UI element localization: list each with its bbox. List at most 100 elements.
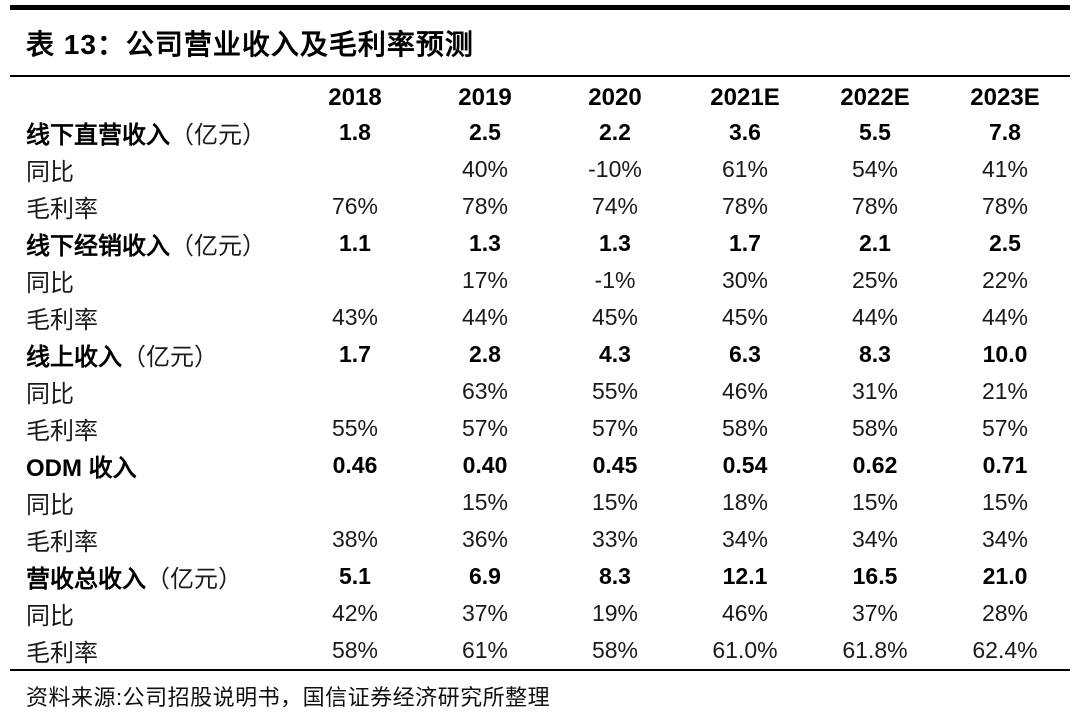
row-label-cell: 毛利率 bbox=[10, 521, 290, 558]
top-rule bbox=[10, 5, 1070, 10]
value-cell: 25% bbox=[851, 267, 899, 293]
row-label-unit: （亿元） bbox=[170, 233, 266, 260]
value-cell: 44% bbox=[851, 304, 899, 330]
row-label-cell: 同比 bbox=[10, 484, 290, 521]
value-cell: 10.0 bbox=[982, 341, 1028, 367]
row-label-cell: 毛利率 bbox=[10, 632, 290, 669]
footer-rule bbox=[10, 669, 1070, 671]
value-cell: 58% bbox=[851, 415, 899, 441]
value-cell: 2.1 bbox=[859, 230, 891, 256]
table-row: 同比 40% -10% 61% 54% 41% bbox=[10, 151, 1070, 188]
header-year-2021e: 2021E bbox=[710, 83, 780, 111]
value-cell: 78% bbox=[721, 193, 769, 219]
value-cell: 2.5 bbox=[469, 119, 501, 145]
value-cell: 58% bbox=[721, 415, 769, 441]
value-cell: 54% bbox=[851, 156, 899, 182]
value-cell: 5.1 bbox=[339, 563, 371, 589]
header-rule bbox=[10, 75, 1070, 77]
value-cell: 6.3 bbox=[729, 341, 761, 367]
header-empty-cell bbox=[10, 77, 290, 114]
value-cell: 8.3 bbox=[859, 341, 891, 367]
row-label: 毛利率 bbox=[26, 307, 98, 334]
row-label-unit: （亿元） bbox=[122, 344, 218, 371]
value-cell: 5.5 bbox=[859, 119, 891, 145]
value-cell: 41% bbox=[981, 156, 1029, 182]
row-label: 同比 bbox=[26, 492, 74, 519]
row-label: 毛利率 bbox=[26, 196, 98, 223]
value-cell: 61% bbox=[721, 156, 769, 182]
value-cell: -1% bbox=[594, 267, 636, 293]
value-cell: 1.8 bbox=[339, 119, 371, 145]
row-label: 线上收入 bbox=[26, 344, 122, 371]
value-cell: 45% bbox=[721, 304, 769, 330]
row-label-cell: 毛利率 bbox=[10, 410, 290, 447]
row-label-cell: 同比 bbox=[10, 373, 290, 410]
table-row: 线下直营收入（亿元） 1.8 2.5 2.2 3.6 5.5 7.8 bbox=[10, 114, 1070, 151]
value-cell: 78% bbox=[851, 193, 899, 219]
value-cell bbox=[290, 262, 420, 299]
value-cell: 15% bbox=[851, 489, 899, 515]
value-cell: 0.62 bbox=[852, 452, 898, 478]
table-row: 同比 42% 37% 19% 46% 37% 28% bbox=[10, 595, 1070, 632]
value-cell: 78% bbox=[981, 193, 1029, 219]
value-cell bbox=[290, 373, 420, 410]
row-label: 同比 bbox=[26, 159, 74, 186]
value-cell: 1.3 bbox=[469, 230, 501, 256]
row-label: 线下直营收入 bbox=[26, 122, 170, 149]
value-cell: 2.8 bbox=[469, 341, 501, 367]
row-label-unit: （亿元） bbox=[146, 566, 242, 593]
value-cell: 19% bbox=[591, 600, 639, 626]
value-cell: 58% bbox=[591, 637, 639, 663]
value-cell: 34% bbox=[981, 526, 1029, 552]
value-cell: 40% bbox=[461, 156, 509, 182]
value-cell: 2.5 bbox=[989, 230, 1021, 256]
table-row: 营收总收入（亿元） 5.1 6.9 8.3 12.1 16.5 21.0 bbox=[10, 558, 1070, 595]
value-cell: 37% bbox=[461, 600, 509, 626]
value-cell: 78% bbox=[461, 193, 509, 219]
value-cell: 46% bbox=[721, 600, 769, 626]
value-cell: 8.3 bbox=[599, 563, 631, 589]
value-cell: 46% bbox=[721, 378, 769, 404]
value-cell: 61.8% bbox=[842, 637, 908, 663]
header-year-2019: 2019 bbox=[458, 83, 512, 111]
value-cell: 15% bbox=[461, 489, 509, 515]
value-cell: 43% bbox=[331, 304, 379, 330]
value-cell: 4.3 bbox=[599, 341, 631, 367]
value-cell: 36% bbox=[461, 526, 509, 552]
table-row: 毛利率 43% 44% 45% 45% 44% 44% bbox=[10, 299, 1070, 336]
row-label: 毛利率 bbox=[26, 529, 98, 556]
row-label: 毛利率 bbox=[26, 418, 98, 445]
row-label-cell: 线上收入（亿元） bbox=[10, 336, 290, 373]
value-cell: 57% bbox=[981, 415, 1029, 441]
value-cell: 0.71 bbox=[982, 452, 1028, 478]
table-row: 毛利率 55% 57% 57% 58% 58% 57% bbox=[10, 410, 1070, 447]
value-cell: 1.1 bbox=[339, 230, 371, 256]
value-cell: 1.7 bbox=[339, 341, 371, 367]
row-label-cell: 线下经销收入（亿元） bbox=[10, 225, 290, 262]
table-row: 毛利率 58% 61% 58% 61.0% 61.8% 62.4% bbox=[10, 632, 1070, 669]
row-label: 同比 bbox=[26, 603, 74, 630]
table-row: 同比 63% 55% 46% 31% 21% bbox=[10, 373, 1070, 410]
row-label: 毛利率 bbox=[26, 640, 98, 667]
row-label-unit: （亿元） bbox=[170, 122, 266, 149]
value-cell: 18% bbox=[721, 489, 769, 515]
value-cell: 1.3 bbox=[599, 230, 631, 256]
value-cell bbox=[290, 151, 420, 188]
header-year-2023e: 2023E bbox=[970, 83, 1040, 111]
table-row: 线上收入（亿元） 1.7 2.8 4.3 6.3 8.3 10.0 bbox=[10, 336, 1070, 373]
row-label-cell: 毛利率 bbox=[10, 188, 290, 225]
value-cell: 15% bbox=[981, 489, 1029, 515]
value-cell: 7.8 bbox=[989, 119, 1021, 145]
table-row: 毛利率 38% 36% 33% 34% 34% 34% bbox=[10, 521, 1070, 558]
value-cell: 21% bbox=[981, 378, 1029, 404]
value-cell: 6.9 bbox=[469, 563, 501, 589]
value-cell: 2.2 bbox=[599, 119, 631, 145]
header-year-2018: 2018 bbox=[328, 83, 382, 111]
row-label: ODM 收入 bbox=[26, 455, 137, 482]
header-year-2022e: 2022E bbox=[840, 83, 910, 111]
value-cell: 0.45 bbox=[592, 452, 638, 478]
table-row: ODM 收入 0.46 0.40 0.45 0.54 0.62 0.71 bbox=[10, 447, 1070, 484]
value-cell: 42% bbox=[331, 600, 379, 626]
table-header-row: 2018 2019 2020 2021E 2022E 2023E bbox=[10, 77, 1070, 114]
